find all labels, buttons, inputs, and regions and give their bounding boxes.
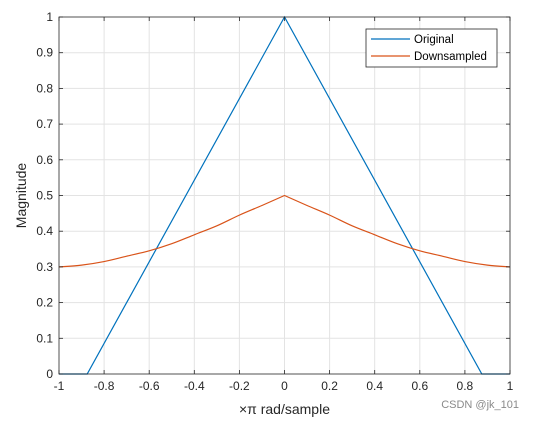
y-tick-label: 0 <box>46 367 53 381</box>
legend-label-original: Original <box>414 34 454 46</box>
tick-labels: -1 -0.8 -0.6 -0.4 -0.2 0 0.2 0.4 0.6 0.8 1 0 0.1 0.2 0… <box>36 10 513 393</box>
x-axis-label: ×π rad/sample <box>239 401 330 417</box>
x-tick-label: 0.4 <box>366 379 383 393</box>
x-tick-label: -0.2 <box>229 379 250 393</box>
axis-ticks <box>58 16 511 375</box>
x-tick-label: 0.8 <box>457 379 474 393</box>
series-line-downsampled <box>58 194 511 268</box>
y-axis-label: Magnitude <box>13 163 29 229</box>
y-tick-label: 0.7 <box>36 117 53 131</box>
legend-label-downsampled: Downsampled <box>414 51 487 63</box>
y-tick-label: 0.4 <box>36 224 53 238</box>
x-tick-label: 0.6 <box>411 379 428 393</box>
y-tick-label: 0.8 <box>36 81 53 95</box>
y-tick-label: 0.5 <box>36 189 53 203</box>
legend: Original Downsampled <box>365 28 498 68</box>
x-tick-label: -0.4 <box>184 379 205 393</box>
x-tick-label: 0 <box>281 379 288 393</box>
legend-box <box>365 28 498 68</box>
x-tick-label: 1 <box>507 379 514 393</box>
watermark-text: CSDN @jk_101 <box>441 399 519 411</box>
y-tick-label: 0.9 <box>36 46 53 60</box>
y-tick-label: 0.3 <box>36 260 53 274</box>
y-tick-label: 0.6 <box>36 153 53 167</box>
x-tick-label: 0.2 <box>321 379 338 393</box>
x-tick-label: -0.6 <box>139 379 160 393</box>
x-tick-label: -0.8 <box>94 379 115 393</box>
y-tick-label: 0.1 <box>36 331 53 345</box>
x-tick-label: -1 <box>54 379 65 393</box>
y-tick-label: 1 <box>46 10 53 24</box>
y-tick-label: 0.2 <box>36 296 53 310</box>
